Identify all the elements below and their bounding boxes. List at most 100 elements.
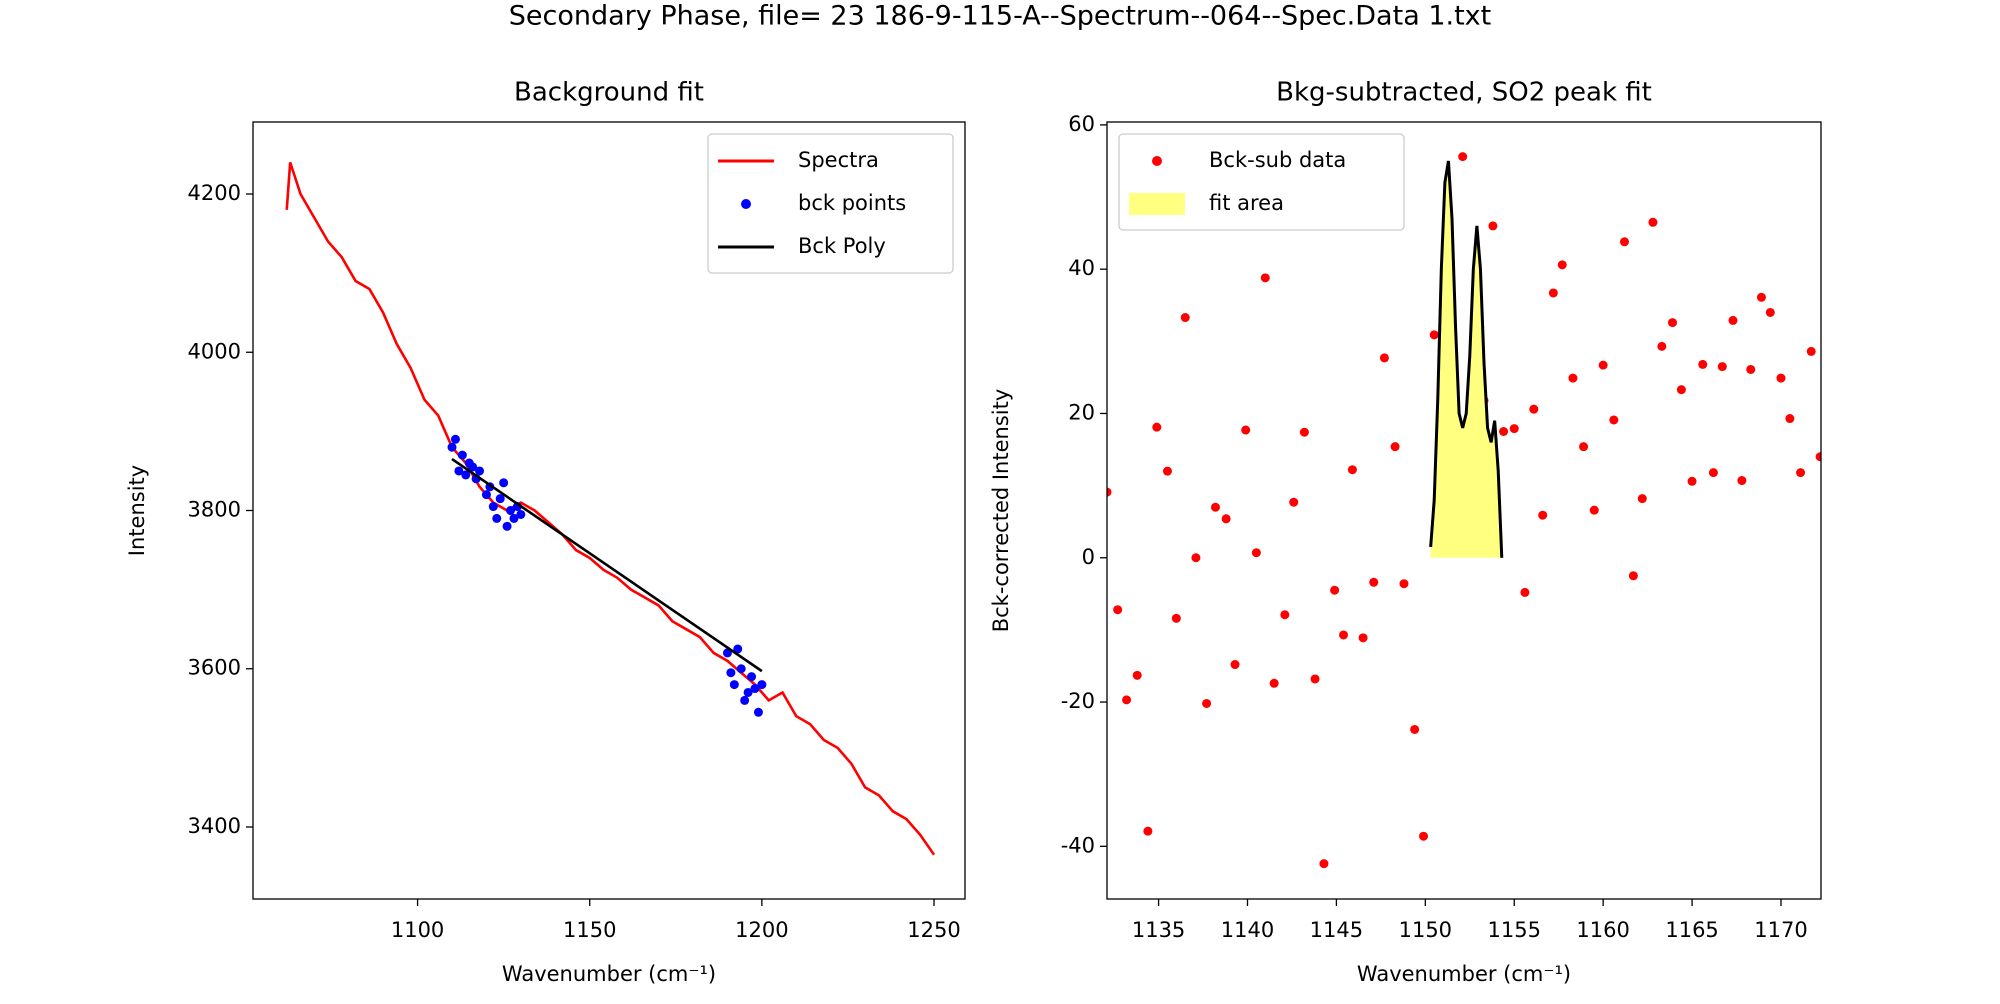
data-point — [1210, 502, 1220, 512]
data-point — [1260, 273, 1270, 283]
legend: Spectra bck points Bck Poly — [707, 133, 954, 274]
data-point — [495, 494, 505, 504]
data-point — [1429, 330, 1439, 340]
legend-frame — [707, 133, 954, 274]
data-point — [1609, 415, 1619, 425]
data-point — [499, 478, 509, 488]
data-point — [1162, 466, 1172, 476]
data-point — [750, 684, 760, 694]
data-point — [1756, 292, 1766, 302]
x-tick-label: 1165 — [1665, 918, 1718, 942]
y-tick-label: 4200 — [188, 181, 241, 205]
data-point — [450, 434, 460, 444]
data-point — [1698, 359, 1708, 369]
y-tick-label: -20 — [1061, 689, 1095, 713]
y-tick-label: 4000 — [188, 339, 241, 363]
y-tick-label: 20 — [1068, 400, 1095, 424]
data-point — [1619, 237, 1629, 247]
legend-label: Bck Poly — [798, 234, 886, 258]
legend-swatch — [1152, 156, 1162, 166]
data-point — [1180, 313, 1190, 323]
data-point — [1399, 579, 1409, 589]
data-point — [475, 466, 485, 476]
data-point — [1676, 385, 1686, 395]
x-tick-label: 1100 — [391, 918, 444, 942]
data-point — [729, 680, 739, 690]
data-point — [457, 450, 467, 460]
x-axis-label: Wavenumber (cm⁻¹) — [502, 962, 716, 986]
x-tick-label: 1200 — [735, 918, 788, 942]
data-point — [461, 470, 471, 480]
data-point — [1538, 510, 1548, 520]
fit-line — [1429, 160, 1504, 558]
data-point — [1330, 585, 1340, 595]
series-line — [285, 161, 936, 856]
data-point — [1280, 610, 1290, 620]
data-point — [1251, 548, 1261, 558]
data-point — [516, 509, 526, 519]
data-point — [1488, 221, 1498, 231]
data-point — [1687, 476, 1697, 486]
series-line — [451, 457, 763, 673]
data-point — [1657, 341, 1667, 351]
legend-swatch — [1129, 193, 1185, 215]
y-tick-label: 3600 — [188, 656, 241, 680]
data-point — [1458, 152, 1468, 162]
data-point — [509, 513, 519, 523]
data-point — [1289, 497, 1299, 507]
y-tick-label: 3800 — [188, 498, 241, 522]
legend-label: Spectra — [798, 148, 879, 172]
data-point — [1230, 660, 1240, 670]
y-tick-label: 3400 — [188, 814, 241, 838]
data-point — [1776, 373, 1786, 383]
data-point — [1379, 353, 1389, 363]
data-point — [447, 442, 457, 452]
data-point — [1717, 362, 1727, 372]
data-point — [1171, 613, 1181, 623]
data-point — [1548, 288, 1558, 298]
x-tick-label: 1170 — [1754, 918, 1807, 942]
x-tick-label: 1150 — [1399, 918, 1452, 942]
data-point — [488, 502, 498, 512]
data-point — [1347, 465, 1357, 475]
data-point — [1143, 826, 1153, 836]
x-tick-label: 1250 — [907, 918, 960, 942]
subplot-title: Background fit — [514, 78, 704, 108]
data-point — [743, 687, 753, 697]
data-point — [1113, 605, 1123, 615]
data-point — [1202, 698, 1212, 708]
data-point — [1598, 360, 1608, 370]
data-point — [1668, 318, 1678, 328]
data-point — [1785, 414, 1795, 424]
data-point — [454, 466, 464, 476]
legend-label: fit area — [1209, 191, 1284, 215]
data-point — [1419, 831, 1429, 841]
data-point — [1815, 452, 1821, 462]
data-point — [468, 462, 478, 472]
data-point — [1509, 424, 1519, 434]
data-point — [506, 506, 516, 515]
data-point — [1708, 468, 1718, 478]
y-axis-label: Bck-corrected Intensity — [989, 389, 1013, 633]
x-tick-label: 1145 — [1310, 918, 1363, 942]
data-point — [1221, 514, 1231, 524]
data-point — [1796, 468, 1806, 478]
y-tick-label: -40 — [1061, 833, 1095, 857]
legend-label: Bck-sub data — [1209, 148, 1346, 172]
subplot-title: Bkg-subtracted, SO2 peak fit — [1276, 78, 1652, 108]
figure-title: Secondary Phase, file= 23 186-9-115-A--S… — [509, 1, 1491, 32]
data-point — [1369, 577, 1379, 587]
axes-frame — [1106, 121, 1822, 900]
data-point — [1557, 260, 1567, 270]
data-point — [481, 490, 491, 500]
y-tick-label: 0 — [1082, 545, 1095, 569]
data-point — [1132, 670, 1142, 680]
data-point — [1390, 442, 1400, 452]
legend-swatch — [741, 199, 751, 209]
legend: Bck-sub data fit area — [1118, 133, 1405, 231]
data-point — [1319, 859, 1329, 869]
data-point — [1737, 476, 1747, 486]
data-point — [1520, 587, 1530, 597]
plot-area — [285, 161, 936, 856]
